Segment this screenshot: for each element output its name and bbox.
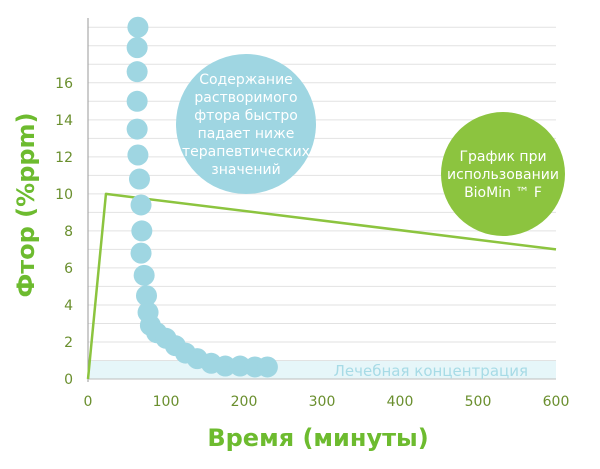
x-tick-label: 300 [309, 394, 336, 410]
x-tick-label: 200 [231, 394, 258, 410]
data-point [256, 356, 278, 378]
biomin-series [86, 192, 557, 380]
data-point [126, 37, 148, 59]
y-tick-label: 10 [55, 187, 73, 203]
y-tick-label: 14 [55, 113, 73, 129]
y-tick-label: 12 [55, 150, 73, 166]
x-tick-labels: 0 100 200 300 400 500 600 [84, 394, 570, 410]
biomin-line [86, 192, 557, 380]
data-point [128, 168, 150, 190]
axes-layer [87, 18, 556, 382]
data-point [126, 61, 148, 83]
y-tick-label: 2 [64, 335, 73, 351]
y-tick-labels: 0 2 4 6 8 10 12 14 16 [55, 76, 73, 388]
data-point [229, 355, 251, 377]
y-axis-title: Фтор (%ppm) [12, 112, 40, 297]
standard-annotation-bubble [176, 54, 316, 194]
data-point [130, 242, 152, 264]
y-tick-label: 6 [64, 261, 73, 277]
y-tick-label: 4 [64, 298, 73, 314]
data-point [214, 355, 236, 377]
x-tick-label: 0 [84, 394, 93, 410]
data-point [126, 90, 148, 112]
biomin-annotation-bubble [441, 112, 565, 236]
standard-series [126, 16, 278, 378]
data-point [136, 285, 157, 307]
x-tick-label: 400 [387, 394, 414, 410]
biomin-annotation-text: График при использовании BioMin ™ F [447, 149, 559, 201]
x-tick-label: 500 [465, 394, 492, 410]
y-tick-label: 8 [64, 224, 73, 240]
therapeutic-band-label: Лечебная концентрация [334, 362, 528, 380]
standard-annotation-text: Содержание растворимого фтора быстро падает… [182, 72, 310, 178]
x-tick-label: 100 [153, 394, 180, 410]
x-axis-title: Время (минуты) [207, 424, 428, 452]
data-point [126, 118, 148, 140]
data-point [127, 16, 149, 38]
data-point [127, 144, 149, 166]
data-point [130, 194, 152, 216]
y-tick-label: 0 [64, 372, 73, 388]
data-point [131, 220, 153, 242]
x-tick-label: 600 [543, 394, 570, 410]
data-point [133, 264, 155, 286]
y-tick-label: 16 [55, 76, 73, 92]
